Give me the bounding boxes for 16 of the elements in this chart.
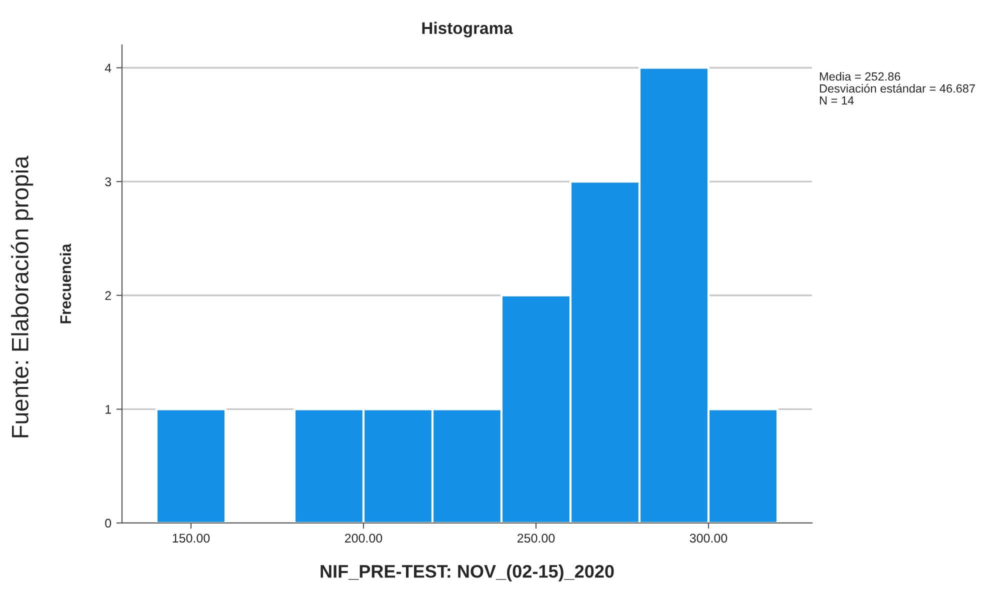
- y-tick-label: 0: [105, 518, 112, 528]
- x-tick-label: 150.00: [172, 534, 210, 543]
- x-tick-label: 300.00: [690, 534, 728, 543]
- text: Desviación estándar = 46.687: [820, 84, 975, 93]
- text: Media = 252.86: [820, 72, 900, 81]
- y-tick-label: 4: [104, 64, 112, 72]
- text: N = 14: [820, 96, 854, 105]
- y-tick-label: 3: [105, 177, 112, 186]
- x-tick-label: 250.00: [518, 534, 555, 543]
- y-tick-label: 1: [106, 405, 111, 414]
- x-axis-title: NIF_PRE-TEST: NOV_(02-15)_2020: [320, 564, 614, 582]
- y-axis-title: Frecuencia: [60, 244, 72, 324]
- chart-title: Histograma: [422, 22, 513, 38]
- source-note: Fuente: Elaboración propia: [10, 156, 34, 438]
- x-tick-label: 200.00: [345, 534, 382, 543]
- y-tick-label: 2: [105, 291, 111, 300]
